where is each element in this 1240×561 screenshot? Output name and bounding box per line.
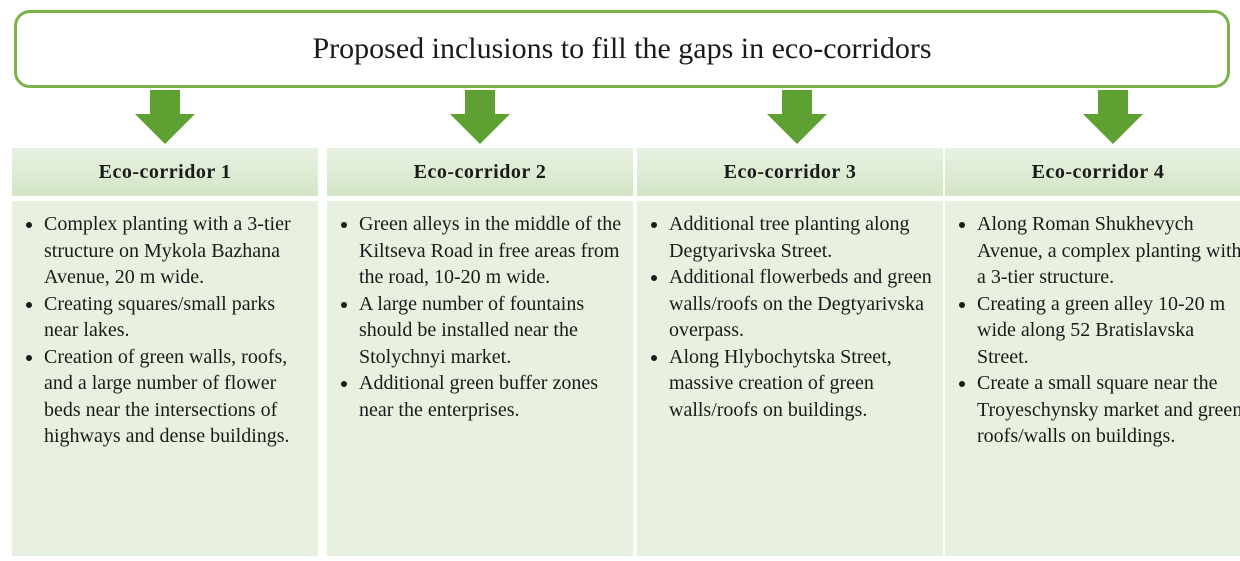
column-body: Green alleys in the middle of the Kiltse… [327, 201, 633, 556]
column: Eco-corridor 2 Green alleys in the middle… [327, 148, 633, 556]
bullet-item: Creating a green alley 10-20 m wide alon… [977, 291, 1240, 371]
bullet-item: Additional flowerbeds and green walls/ro… [669, 264, 937, 344]
column-body: Additional tree planting along Degtyariv… [637, 201, 943, 556]
column: Eco-corridor 3 Additional tree planting a… [637, 148, 943, 556]
bullet-item: Additional green buffer zones near the e… [359, 370, 627, 423]
column-heading: Eco-corridor 3 [637, 148, 943, 196]
arrow-group [135, 90, 1143, 144]
bullet-list: Green alleys in the middle of the Kiltse… [337, 211, 627, 423]
bullet-item: Complex planting with a 3-tier structure… [44, 211, 312, 291]
bullet-list: Complex planting with a 3-tier structure… [22, 211, 312, 450]
bullet-item: A large number of fountains should be in… [359, 291, 627, 371]
title-box: Proposed inclusions to fill the gaps in … [14, 10, 1230, 88]
bullet-item: Along Hlybochytska Street, massive creat… [669, 344, 937, 424]
column-heading: Eco-corridor 2 [327, 148, 633, 196]
bullet-item: Additional tree planting along Degtyariv… [669, 211, 937, 264]
column-heading: Eco-corridor 1 [12, 148, 318, 196]
column-body: Along Roman Shukhevych Avenue, a complex… [945, 201, 1240, 556]
arrow [135, 90, 195, 144]
bullet-item: Creating squares/small parks near lakes. [44, 291, 312, 344]
bullet-item: Creation of green walls, roofs, and a la… [44, 344, 312, 450]
arrow [1083, 90, 1143, 144]
arrows [135, 90, 1143, 144]
column: Eco-corridor 1 Complex planting with a 3-… [12, 148, 318, 556]
arrow [767, 90, 827, 144]
bullet-list: Along Roman Shukhevych Avenue, a complex… [955, 211, 1240, 450]
arrow [450, 90, 510, 144]
bullet-item: Along Roman Shukhevych Avenue, a complex… [977, 211, 1240, 291]
bullet-item: Green alleys in the middle of the Kiltse… [359, 211, 627, 291]
column: Eco-corridor 4 Along Roman Shukhevych Ave… [945, 148, 1240, 556]
bullet-list: Additional tree planting along Degtyariv… [647, 211, 937, 423]
column-body: Complex planting with a 3-tier structure… [12, 201, 318, 556]
bullet-item: Create a small square near the Troyeschy… [977, 370, 1240, 450]
column-heading: Eco-corridor 4 [945, 148, 1240, 196]
